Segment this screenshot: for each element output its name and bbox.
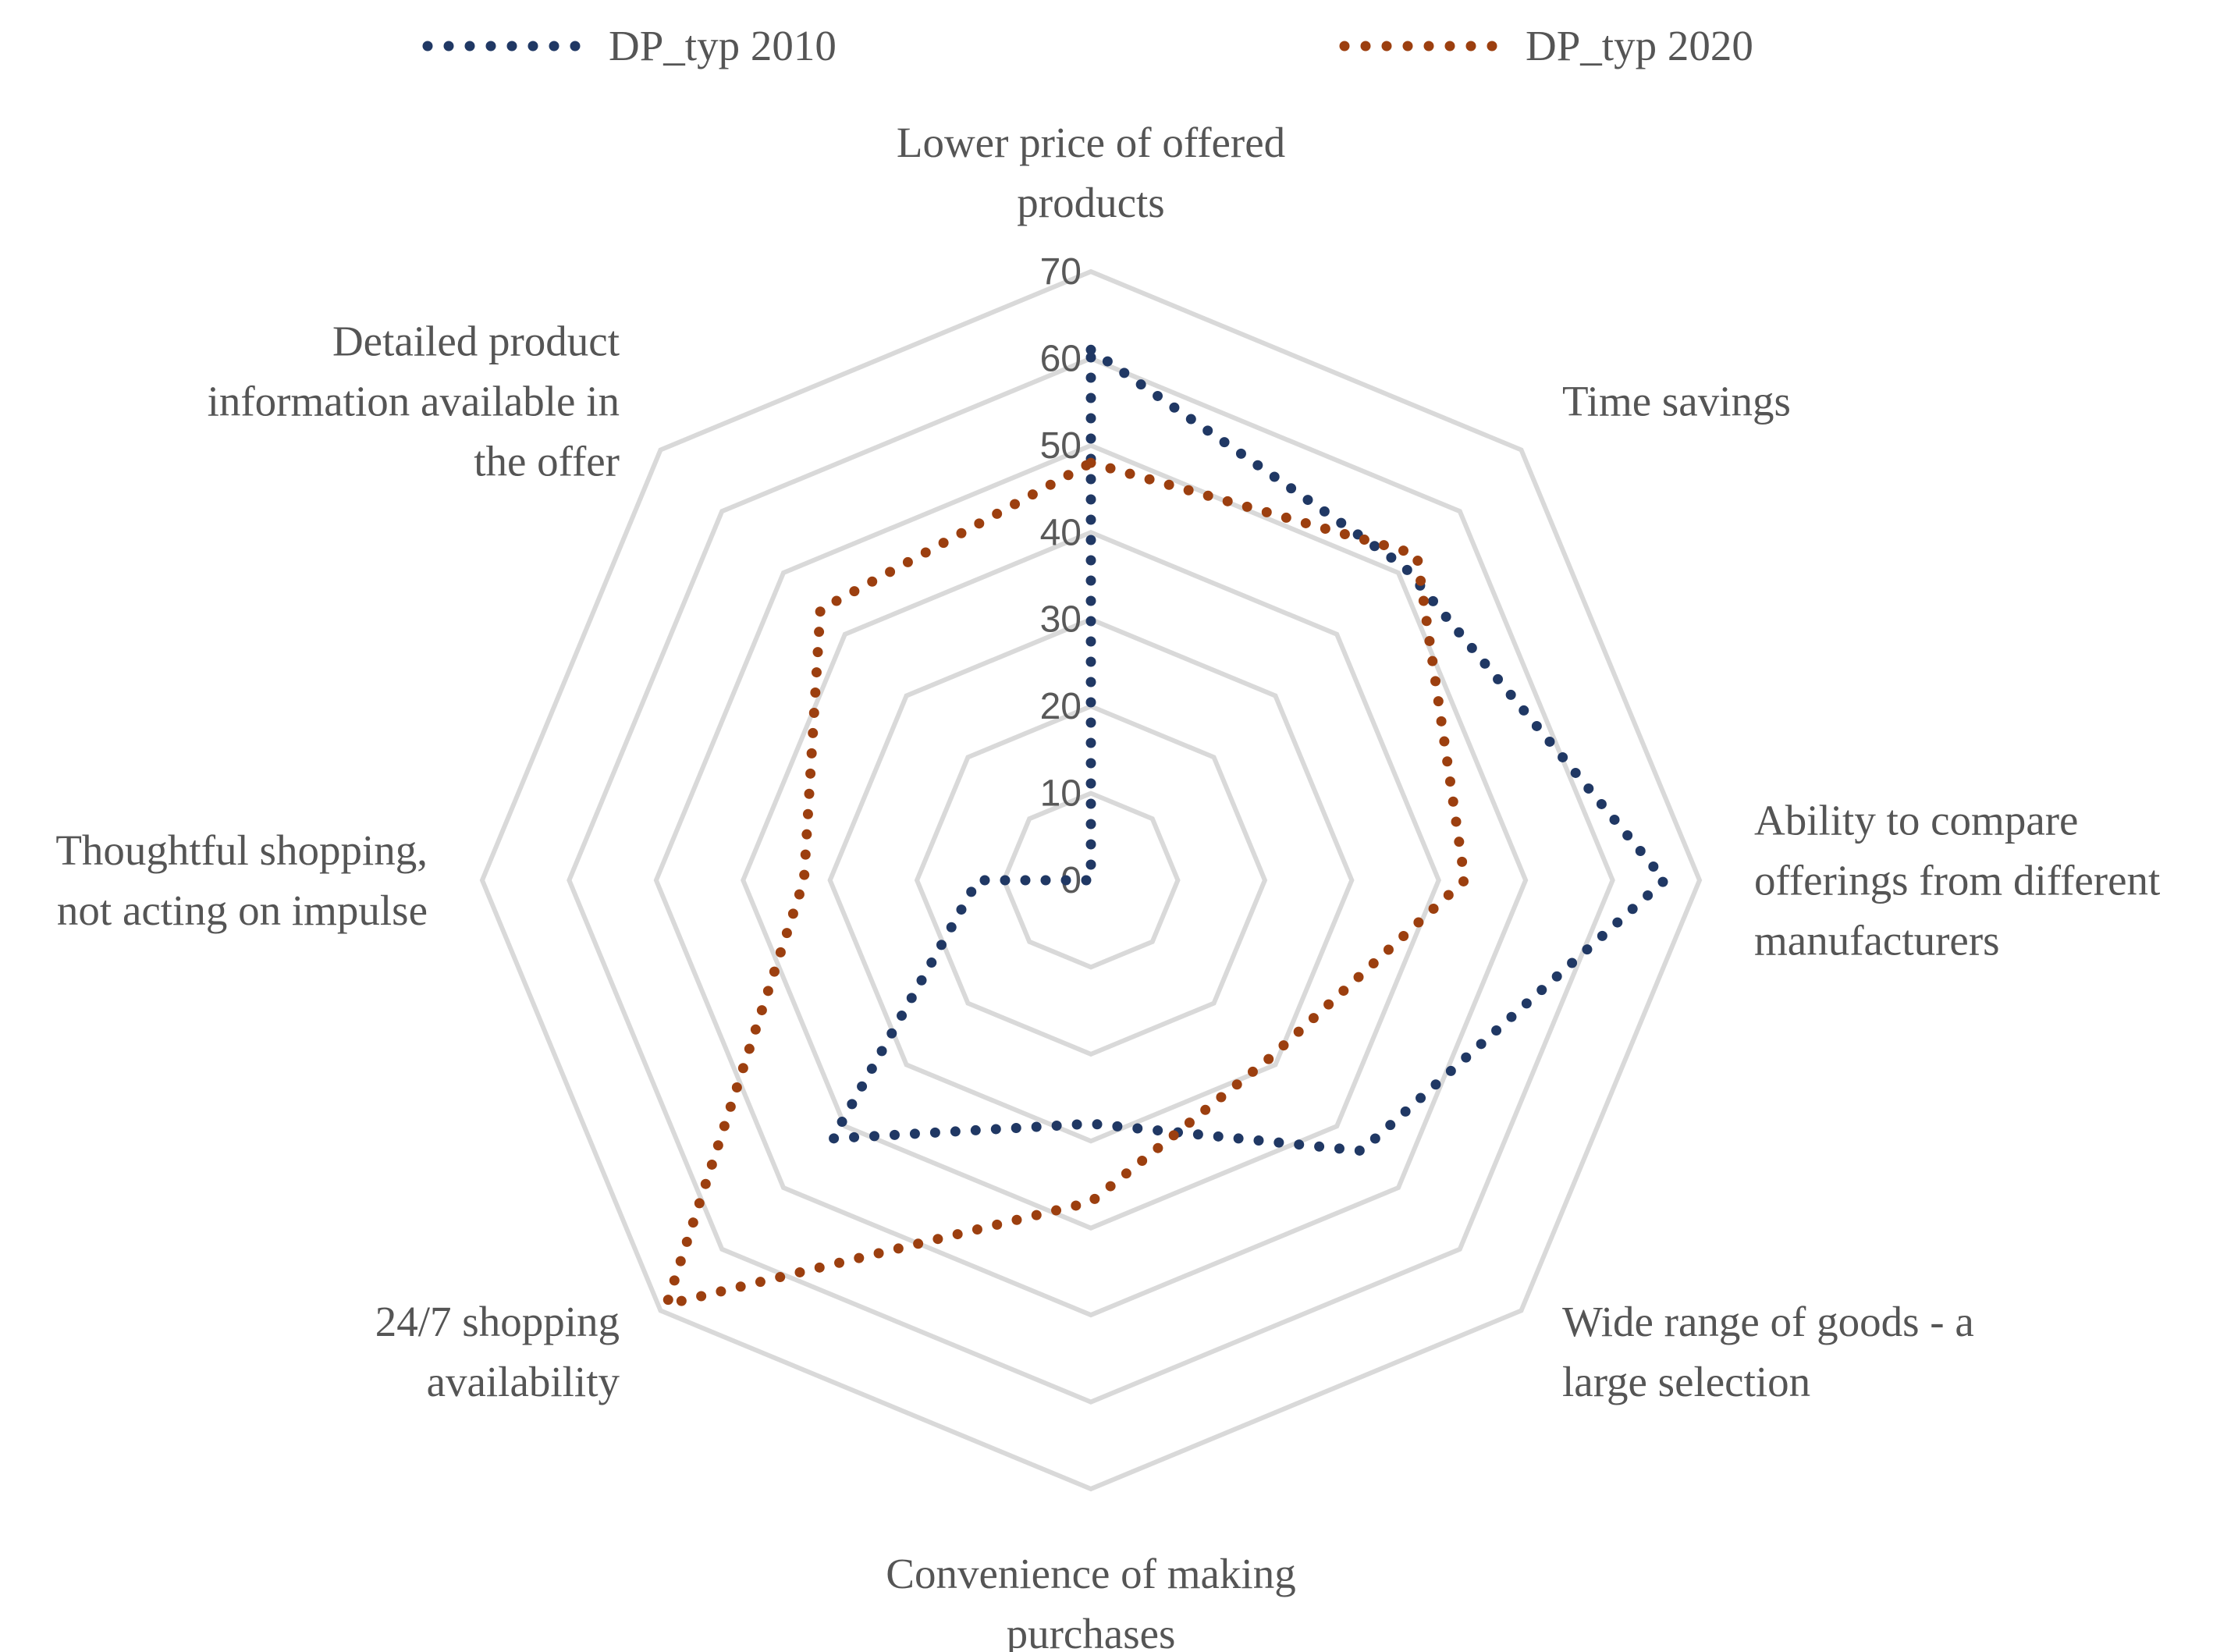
category-label: 24/7 shopping availability [375,1298,620,1405]
tick-label: 50 [1040,425,1082,467]
gridline-ring [827,616,1355,1144]
tick-label: 60 [1040,338,1082,379]
radar-gridlines [479,268,1703,1492]
category-label-line: offerings from different [1754,857,2160,904]
series-line-dp-typ-2010 [823,339,1672,1156]
tick-label: 20 [1040,686,1082,727]
category-label: Lower price of offered products [897,119,1285,226]
category-label: Detailed product information available in… [208,318,620,485]
legend-label-2020: DP_typ 2020 [1526,22,1753,69]
legend: DP_typ 2010 DP_typ 2020 [422,22,1753,69]
category-label-line: Lower price of offered [897,119,1285,166]
category-label: Thoughtful shopping, not acting on impuls… [55,826,428,934]
category-label-line: 24/7 shopping [375,1298,620,1345]
category-label-line: large selection [1562,1358,1810,1405]
tick-label: 30 [1040,599,1082,641]
gridline-ring [653,442,1529,1318]
category-label-line: products [1017,179,1164,226]
category-label: Convenience of making purchases [886,1550,1295,1652]
category-label: Ability to compare offerings from differe… [1754,797,2160,965]
category-label-line: Detailed product [332,318,620,365]
tick-label: 10 [1040,773,1082,815]
gridline-ring [479,268,1703,1492]
data-series [659,339,1672,1312]
gridline-ring [1001,790,1181,970]
category-label-line: availability [427,1358,620,1405]
tick-label: 40 [1040,512,1082,553]
legend-item-2020[interactable]: DP_typ 2020 [1339,22,1753,69]
category-label-line: information available in [208,378,620,425]
legend-item-2010[interactable]: DP_typ 2010 [422,22,837,69]
category-labels: Lower price of offered products Time savin… [55,119,2160,1652]
category-label-line: manufacturers [1754,917,2000,965]
gridline-ring [567,356,1615,1405]
category-label-line: the offer [474,438,620,485]
category-label-line: Convenience of making [886,1550,1295,1597]
legend-label-2010: DP_typ 2010 [609,22,837,69]
category-label-line: purchases [1007,1610,1176,1652]
category-label: Wide range of goods - a large selection [1562,1298,1974,1405]
category-label-line: Time savings [1562,378,1791,425]
category-label-line: Ability to compare [1754,797,2078,844]
tick-label: 70 [1040,251,1082,293]
category-label: Time savings [1562,378,1791,425]
category-label-line: Wide range of goods - a [1562,1298,1974,1345]
category-label-line: not acting on impulse [57,886,428,934]
category-label-line: Thoughtful shopping, [55,826,428,874]
gridline-ring [914,703,1268,1057]
